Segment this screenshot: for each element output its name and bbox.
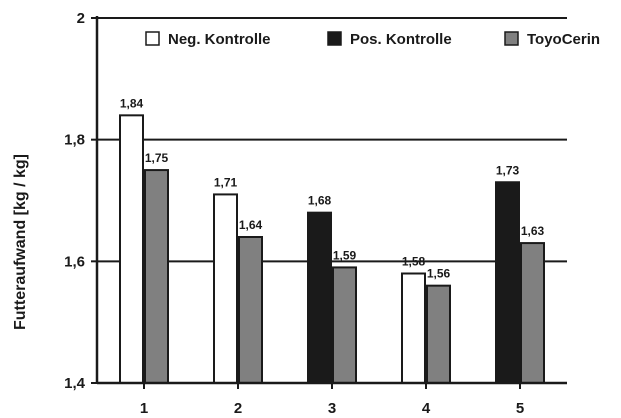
y-tick-labels: 1,4 1,6 1,8 2 <box>64 10 86 392</box>
y-tick-label: 1,6 <box>64 253 85 270</box>
bar <box>332 266 357 384</box>
data-label: 1,58 <box>402 255 426 269</box>
data-label: 1,56 <box>427 267 451 281</box>
y-tick-label: 1,4 <box>64 375 86 392</box>
data-label: 1,63 <box>521 224 545 238</box>
x-tick-label: 3 <box>328 400 336 417</box>
data-label: 1,64 <box>239 218 263 232</box>
y-tick-label: 2 <box>77 10 85 27</box>
legend: Neg. Kontrolle Pos. Kontrolle ToyoCerin <box>145 31 600 48</box>
bar <box>307 211 332 384</box>
legend-swatch <box>504 31 519 46</box>
x-tick-label: 1 <box>140 400 148 417</box>
data-label: 1,84 <box>120 96 144 110</box>
legend-swatch <box>145 31 160 46</box>
x-tick-label: 5 <box>516 400 524 417</box>
data-label: 1,73 <box>496 163 520 177</box>
bar <box>238 236 263 384</box>
legend-swatch <box>327 31 342 46</box>
data-label: 1,68 <box>308 194 332 208</box>
bar <box>144 169 169 384</box>
bar <box>520 242 545 384</box>
legend-label: Neg. Kontrolle <box>168 31 271 48</box>
y-tick-label: 1,8 <box>64 132 85 149</box>
data-label: 1,59 <box>333 248 357 262</box>
bar <box>213 193 238 384</box>
legend-label: ToyoCerin <box>527 31 600 48</box>
bar <box>119 114 144 384</box>
data-label: 1,75 <box>145 151 169 165</box>
axes <box>91 16 567 389</box>
y-axis-title: Futteraufwand [kg / kg] <box>12 154 29 330</box>
bars: 1,84 1,75 1,71 1,64 1,68 1,59 1,581,56 1,73 1,63 <box>119 96 545 384</box>
x-tick-labels: 1 2 3 4 5 <box>140 400 524 417</box>
data-label: 1,71 <box>214 175 238 189</box>
bar <box>495 181 520 384</box>
legend-label: Pos. Kontrolle <box>350 31 452 48</box>
bar <box>426 284 451 384</box>
x-tick-label: 4 <box>422 400 431 417</box>
x-tick-label: 2 <box>234 400 242 417</box>
bar <box>401 272 426 384</box>
